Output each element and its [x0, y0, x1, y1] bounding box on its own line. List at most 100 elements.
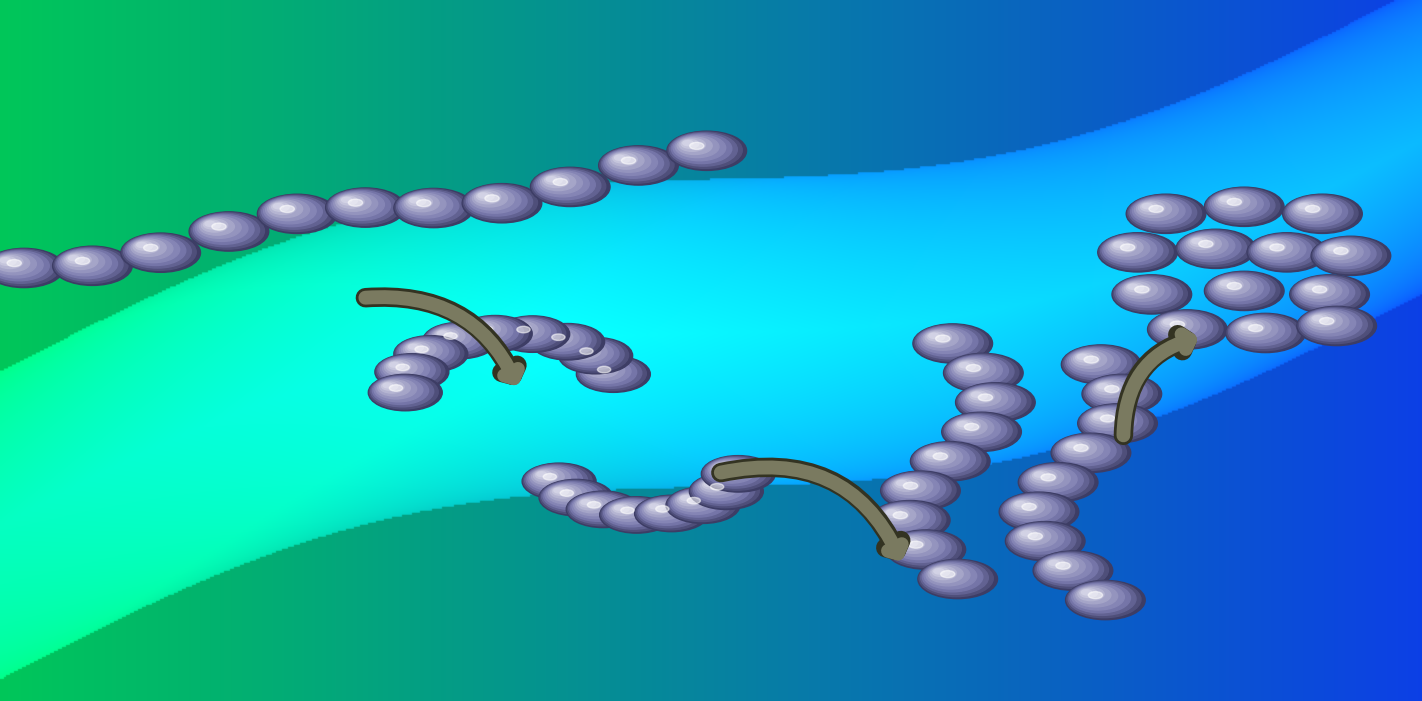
Circle shape — [1307, 313, 1342, 329]
Circle shape — [528, 466, 577, 491]
Circle shape — [1285, 196, 1354, 229]
Circle shape — [978, 394, 993, 401]
Circle shape — [427, 325, 483, 353]
Circle shape — [902, 539, 913, 545]
Circle shape — [327, 189, 401, 225]
Circle shape — [540, 329, 573, 345]
Circle shape — [683, 140, 693, 146]
Circle shape — [917, 559, 997, 599]
Circle shape — [637, 497, 700, 528]
Circle shape — [523, 464, 592, 498]
Circle shape — [1129, 196, 1197, 229]
Circle shape — [1007, 522, 1081, 559]
Circle shape — [1058, 437, 1111, 463]
Circle shape — [539, 328, 579, 348]
Circle shape — [1010, 524, 1071, 554]
Circle shape — [65, 253, 91, 266]
Circle shape — [566, 491, 640, 528]
Circle shape — [1108, 239, 1143, 256]
Circle shape — [884, 474, 946, 503]
Circle shape — [378, 380, 411, 396]
Circle shape — [1190, 238, 1207, 246]
Circle shape — [432, 328, 465, 344]
Circle shape — [614, 505, 624, 510]
Circle shape — [257, 194, 337, 233]
Circle shape — [1065, 442, 1084, 450]
Circle shape — [122, 234, 196, 271]
Circle shape — [970, 391, 987, 400]
Circle shape — [341, 198, 351, 203]
Circle shape — [549, 485, 582, 501]
Circle shape — [1320, 241, 1364, 263]
Circle shape — [673, 135, 725, 161]
Circle shape — [1297, 306, 1376, 346]
Circle shape — [899, 537, 924, 550]
Circle shape — [1011, 525, 1064, 551]
Circle shape — [613, 154, 630, 163]
Circle shape — [580, 358, 637, 386]
Circle shape — [1185, 234, 1229, 256]
Circle shape — [437, 330, 452, 338]
Circle shape — [691, 474, 759, 508]
Circle shape — [373, 376, 428, 404]
Circle shape — [611, 153, 637, 166]
Circle shape — [408, 197, 425, 205]
Circle shape — [542, 330, 566, 342]
Circle shape — [1250, 234, 1318, 268]
Circle shape — [940, 571, 956, 578]
Circle shape — [1295, 201, 1321, 215]
Circle shape — [1227, 283, 1241, 290]
Circle shape — [546, 484, 587, 504]
Circle shape — [371, 376, 434, 407]
Circle shape — [75, 257, 90, 264]
Circle shape — [536, 471, 552, 479]
Circle shape — [509, 324, 525, 332]
Circle shape — [1295, 278, 1348, 304]
Circle shape — [1102, 236, 1163, 265]
Circle shape — [1297, 203, 1314, 211]
Circle shape — [606, 500, 654, 524]
Circle shape — [1014, 501, 1031, 509]
Circle shape — [370, 375, 438, 409]
Circle shape — [1126, 194, 1206, 233]
Circle shape — [280, 205, 294, 212]
Circle shape — [1101, 234, 1169, 268]
Circle shape — [1293, 200, 1328, 217]
Circle shape — [603, 498, 665, 529]
Circle shape — [434, 329, 459, 341]
Circle shape — [1066, 581, 1140, 618]
Circle shape — [1082, 407, 1143, 436]
Circle shape — [1098, 233, 1177, 272]
Circle shape — [545, 332, 560, 339]
Circle shape — [893, 478, 919, 491]
Circle shape — [668, 489, 731, 519]
Circle shape — [1176, 229, 1256, 268]
Circle shape — [377, 355, 441, 386]
Circle shape — [0, 249, 60, 285]
Circle shape — [0, 251, 50, 281]
Circle shape — [1153, 313, 1206, 339]
Circle shape — [614, 155, 624, 161]
Circle shape — [889, 476, 933, 498]
Circle shape — [1091, 411, 1116, 424]
Circle shape — [475, 191, 501, 204]
Circle shape — [966, 365, 981, 372]
Circle shape — [701, 479, 725, 492]
Circle shape — [1313, 286, 1327, 293]
Circle shape — [543, 482, 599, 510]
Circle shape — [646, 502, 670, 514]
Circle shape — [398, 338, 454, 366]
Circle shape — [401, 340, 442, 360]
Circle shape — [702, 481, 720, 489]
Circle shape — [916, 325, 984, 359]
Circle shape — [1074, 444, 1088, 451]
Circle shape — [1079, 589, 1098, 597]
Circle shape — [1088, 410, 1123, 427]
Circle shape — [944, 414, 1012, 447]
Circle shape — [466, 186, 528, 216]
Circle shape — [876, 504, 929, 530]
Circle shape — [1065, 580, 1145, 620]
Circle shape — [1065, 348, 1126, 377]
Circle shape — [1283, 194, 1362, 233]
Circle shape — [193, 215, 255, 244]
